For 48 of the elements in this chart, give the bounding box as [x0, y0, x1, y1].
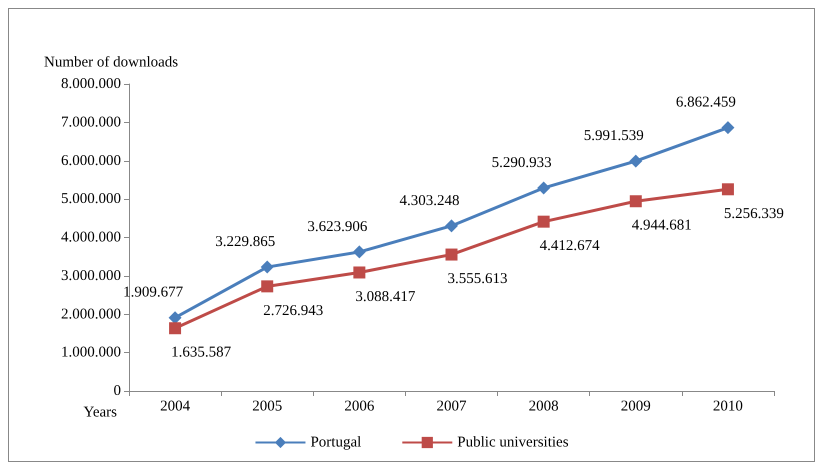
point [260, 260, 274, 274]
x-tick-label: 2006 [344, 398, 375, 414]
x-tick-label: 2004 [160, 398, 191, 414]
y-tick-label: 5.000.000 [61, 191, 121, 208]
data-label: 2.726.943 [263, 302, 324, 319]
x-axis-title: Years [84, 404, 118, 420]
data-label: 4.944.681 [632, 218, 692, 234]
point [261, 280, 274, 292]
y-tick-label: 4.000.000 [61, 230, 121, 246]
y-tick-label: 8.000.000 [61, 76, 121, 92]
data-label: 5.256.339 [724, 206, 784, 222]
point [537, 181, 550, 194]
x-tick-label: 2008 [528, 398, 559, 414]
data-label: 3.229.865 [215, 234, 276, 250]
point [168, 311, 182, 324]
point [445, 219, 458, 232]
point [446, 248, 458, 261]
y-tick-label: 7.000.000 [61, 114, 121, 130]
data-label: 6.862.459 [676, 94, 736, 111]
x-tick-label: 2005 [252, 398, 282, 414]
legend-label: Portugal [310, 434, 362, 450]
y-tick-label: 0 [114, 383, 121, 399]
x-tick-label: 2007 [436, 398, 467, 414]
data-label: 3.555.613 [448, 271, 508, 288]
y-tick-label: 3.000.000 [61, 268, 121, 284]
data-label: 5.290.933 [492, 154, 552, 171]
y-tick-label: 2.000.000 [61, 306, 121, 322]
point [721, 121, 734, 134]
point [169, 322, 182, 334]
point [353, 266, 366, 278]
point [629, 154, 642, 168]
y-tick-label: 1.000.000 [61, 344, 121, 361]
point [352, 245, 366, 258]
legend-label: Public universities [457, 434, 569, 450]
data-label: 3.088.417 [355, 288, 416, 305]
data-label: 1.909.677 [123, 284, 184, 301]
data-label: 5.991.539 [584, 128, 644, 144]
x-tick-label: 2009 [620, 398, 651, 414]
data-label: 4.303.248 [400, 192, 460, 209]
data-label: 4.412.674 [540, 238, 600, 254]
point [722, 183, 734, 196]
data-label: 3.623.906 [307, 218, 368, 235]
y-axis-title: Number of downloads [44, 54, 178, 70]
point [630, 195, 642, 208]
point [538, 216, 550, 228]
x-tick-label: 2010 [712, 398, 743, 414]
data-label: 1.635.587 [171, 344, 232, 361]
y-tick-label: 6.000.000 [61, 152, 121, 169]
